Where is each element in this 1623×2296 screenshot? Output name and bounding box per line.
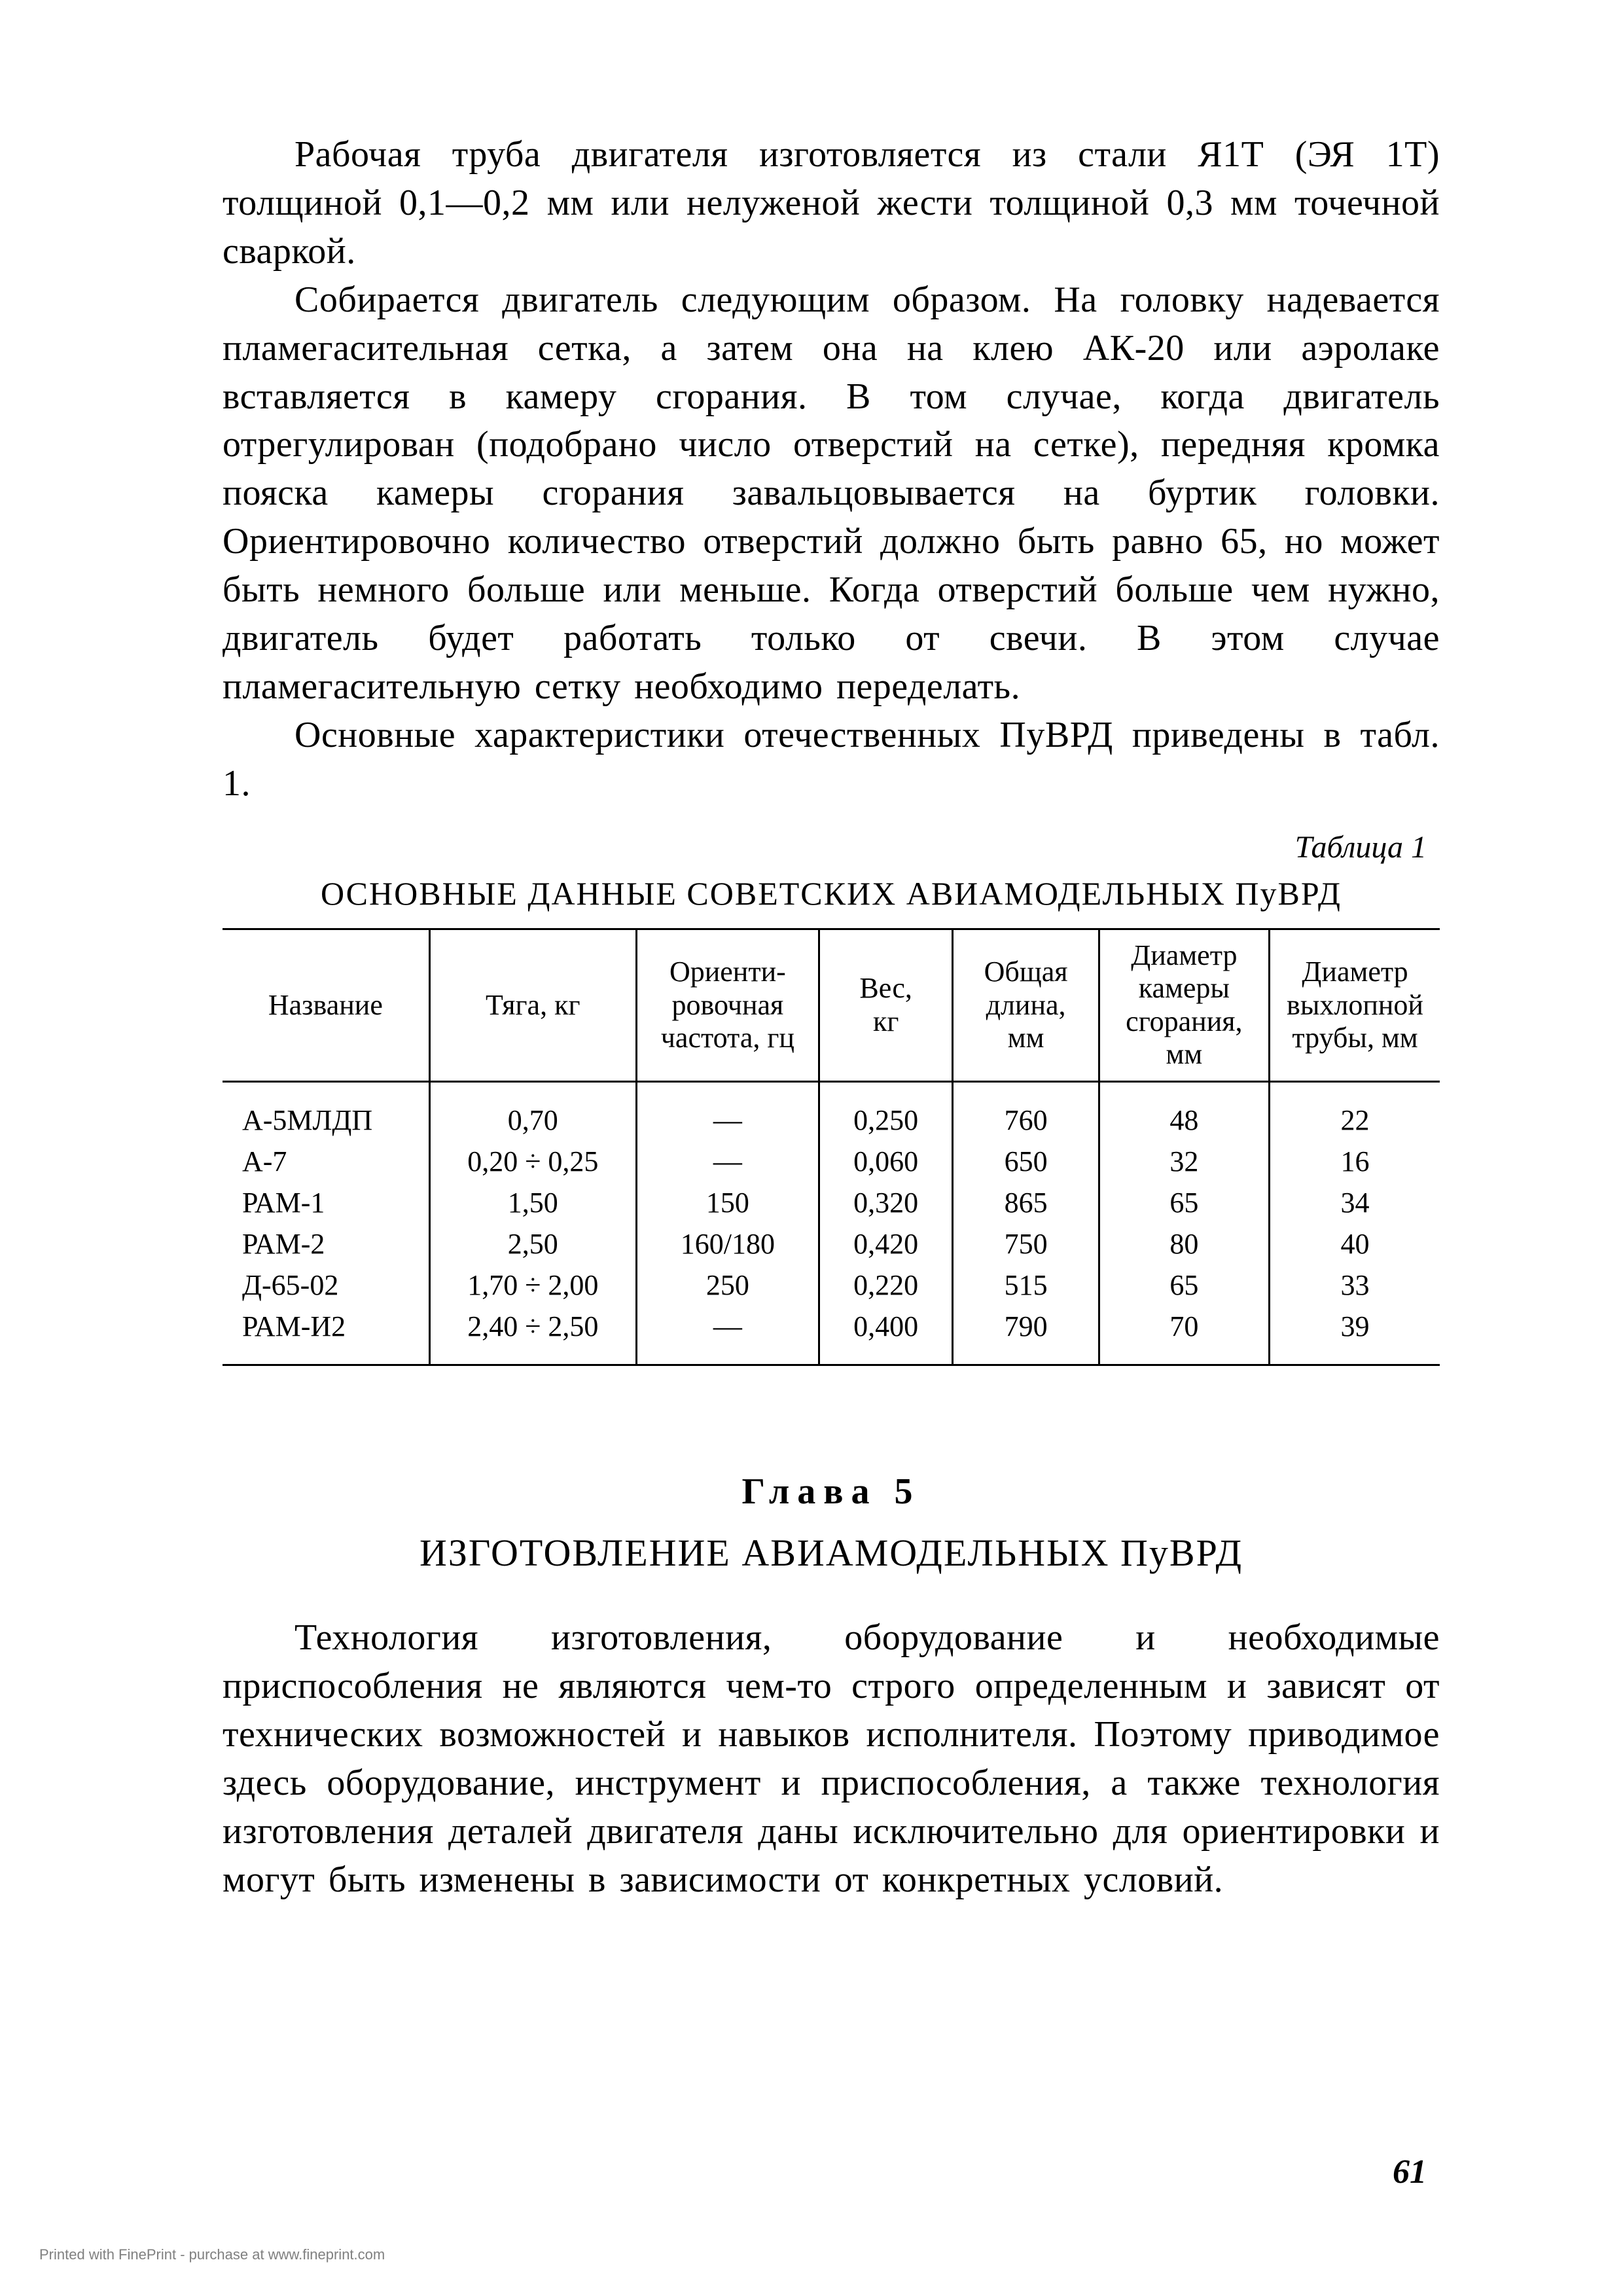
cell: 39 (1270, 1306, 1440, 1365)
cell: 150 (636, 1182, 819, 1223)
col-thrust: Тяга, кг (429, 929, 636, 1081)
table-label: Таблица 1 (223, 829, 1440, 865)
cell: 1,50 (429, 1182, 636, 1223)
col-chamber: Диаметркамерысгорания,мм (1099, 929, 1269, 1081)
cell: 790 (953, 1306, 1099, 1365)
table-row: РАМ-1 1,50 150 0,320 865 65 34 (223, 1182, 1440, 1223)
cell: 0,20 ÷ 0,25 (429, 1141, 636, 1182)
paragraph-3-text: Основные характеристики отечественных Пу… (223, 715, 1440, 804)
table-header-row: Название Тяга, кг Ориенти-ровочнаячастот… (223, 929, 1440, 1081)
cell: 32 (1099, 1141, 1269, 1182)
cell: РАМ-И2 (223, 1306, 429, 1365)
cell: 48 (1099, 1082, 1269, 1141)
data-table: Название Тяга, кг Ориенти-ровочнаячастот… (223, 928, 1440, 1366)
footer-note: Printed with FinePrint - purchase at www… (39, 2246, 385, 2263)
cell: 750 (953, 1223, 1099, 1265)
cell: — (636, 1082, 819, 1141)
col-name: Название (223, 929, 429, 1081)
cell: 22 (1270, 1082, 1440, 1141)
table-row: Д-65-02 1,70 ÷ 2,00 250 0,220 515 65 33 (223, 1265, 1440, 1306)
col-length: Общаядлина,мм (953, 929, 1099, 1081)
cell: 865 (953, 1182, 1099, 1223)
cell: 40 (1270, 1223, 1440, 1265)
chapter-label: Глава 5 (223, 1471, 1440, 1513)
col-freq: Ориенти-ровочнаячастота, гц (636, 929, 819, 1081)
cell: 0,220 (819, 1265, 953, 1306)
cell: 250 (636, 1265, 819, 1306)
cell: 70 (1099, 1306, 1269, 1365)
paragraph-1-text: Рабочая труба двигателя изготовляется из… (223, 134, 1440, 272)
cell: 760 (953, 1082, 1099, 1141)
table-row: А-7 0,20 ÷ 0,25 — 0,060 650 32 16 (223, 1141, 1440, 1182)
cell: — (636, 1306, 819, 1365)
table-title: ОСНОВНЫЕ ДАННЫЕ СОВЕТСКИХ АВИАМОДЕЛЬНЫХ … (223, 874, 1440, 912)
cell: РАМ-1 (223, 1182, 429, 1223)
paragraph-2: Собирается двигатель следующим образом. … (223, 276, 1440, 711)
paragraph-4: Технология изготовления, оборудование и … (223, 1614, 1440, 1904)
chapter-title: ИЗГОТОВЛЕНИЕ АВИАМОДЕЛЬНЫХ ПуВРД (223, 1531, 1440, 1575)
page: Рабочая труба двигателя изготовляется из… (0, 0, 1623, 2296)
cell: 160/180 (636, 1223, 819, 1265)
cell: 0,250 (819, 1082, 953, 1141)
cell: 2,50 (429, 1223, 636, 1265)
cell: А-7 (223, 1141, 429, 1182)
cell: 16 (1270, 1141, 1440, 1182)
cell: А-5МЛДП (223, 1082, 429, 1141)
cell: 0,400 (819, 1306, 953, 1365)
cell: 2,40 ÷ 2,50 (429, 1306, 636, 1365)
cell: 0,70 (429, 1082, 636, 1141)
cell: 515 (953, 1265, 1099, 1306)
cell: 65 (1099, 1182, 1269, 1223)
table-row: А-5МЛДП 0,70 — 0,250 760 48 22 (223, 1082, 1440, 1141)
table-row: РАМ-И2 2,40 ÷ 2,50 — 0,400 790 70 39 (223, 1306, 1440, 1365)
cell: 0,060 (819, 1141, 953, 1182)
col-weight: Вес,кг (819, 929, 953, 1081)
cell: 65 (1099, 1265, 1269, 1306)
cell: Д-65-02 (223, 1265, 429, 1306)
cell: 33 (1270, 1265, 1440, 1306)
paragraph-4-text: Технология изготовления, оборудование и … (223, 1617, 1440, 1900)
table-body: А-5МЛДП 0,70 — 0,250 760 48 22 А-7 0,20 … (223, 1082, 1440, 1365)
page-number: 61 (1393, 2153, 1427, 2191)
paragraph-3: Основные характеристики отечественных Пу… (223, 711, 1440, 808)
col-exhaust: Диаметрвыхлопнойтрубы, мм (1270, 929, 1440, 1081)
cell: 0,420 (819, 1223, 953, 1265)
cell: 80 (1099, 1223, 1269, 1265)
cell: 0,320 (819, 1182, 953, 1223)
cell: 34 (1270, 1182, 1440, 1223)
paragraph-1: Рабочая труба двигателя изготовляется из… (223, 131, 1440, 276)
cell: РАМ-2 (223, 1223, 429, 1265)
cell: — (636, 1141, 819, 1182)
paragraph-2-text: Собирается двигатель следующим образом. … (223, 279, 1440, 707)
table-row: РАМ-2 2,50 160/180 0,420 750 80 40 (223, 1223, 1440, 1265)
cell: 1,70 ÷ 2,00 (429, 1265, 636, 1306)
cell: 650 (953, 1141, 1099, 1182)
